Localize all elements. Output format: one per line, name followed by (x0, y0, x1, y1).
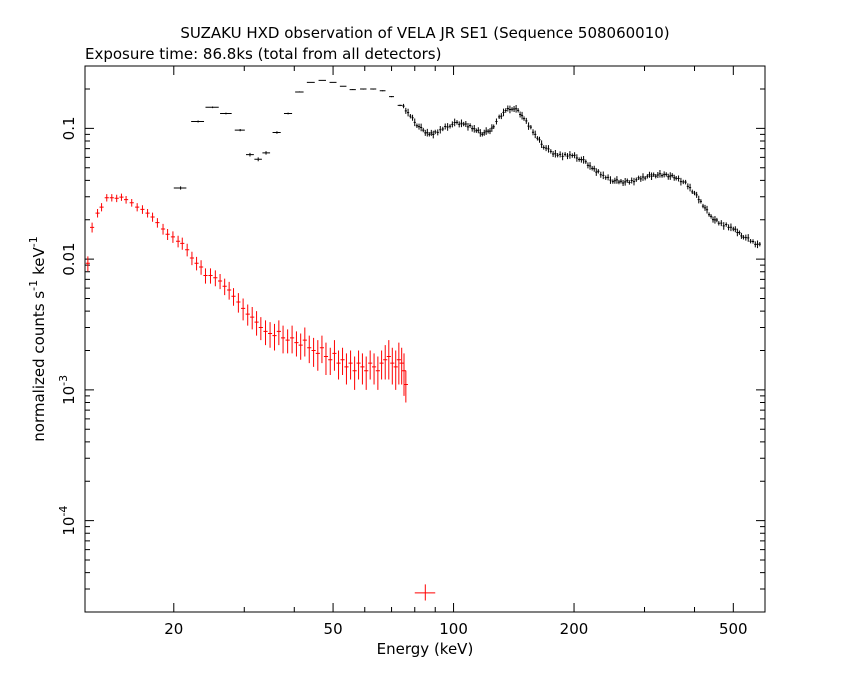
x-tick-label: 500 (719, 620, 748, 638)
x-tick-label: 200 (560, 620, 589, 638)
y-ticks (85, 88, 765, 613)
series-pin (85, 193, 436, 601)
x-tick-label: 50 (324, 620, 343, 638)
plot-frame (84, 65, 766, 613)
y-axis-label-exp2: -1 (27, 236, 40, 247)
y-tick-label: 10-4 (57, 506, 78, 536)
y-axis-label-main: normalized counts s (30, 291, 48, 442)
x-tick-label: 100 (439, 620, 468, 638)
gso-binned-points (173, 79, 403, 190)
y-tick-label-mantissa: 10 (60, 386, 78, 405)
x-ticks (173, 66, 766, 612)
y-tick-label-mantissa: 10 (60, 517, 78, 536)
gso-dense-points (402, 103, 761, 249)
axis-ticks (85, 66, 766, 613)
x-tick-labels: 20 50 100 200 500 (164, 620, 747, 638)
chart-subtitle: Exposure time: 86.8ks (total from all de… (85, 45, 441, 63)
pin-points (85, 193, 408, 403)
x-tick-label: 20 (164, 620, 183, 638)
x-axis-label: Energy (keV) (377, 640, 474, 658)
series-gso (173, 79, 761, 249)
y-tick-label: 0.01 (60, 242, 78, 275)
y-tick-label: 10-3 (57, 375, 78, 405)
pin-outlier-point (414, 584, 436, 601)
y-tick-label-exponent: -3 (57, 375, 70, 386)
chart-title: SUZAKU HXD observation of VELA JR SE1 (S… (180, 24, 669, 42)
y-axis-label-exp1: -1 (27, 280, 40, 291)
y-axis-label: normalized counts s-1keV-1 (27, 236, 48, 441)
y-tick-label: 0.1 (60, 116, 78, 140)
y-tick-label-exponent: -4 (57, 506, 70, 517)
y-axis-label-unit: keV (30, 247, 48, 275)
